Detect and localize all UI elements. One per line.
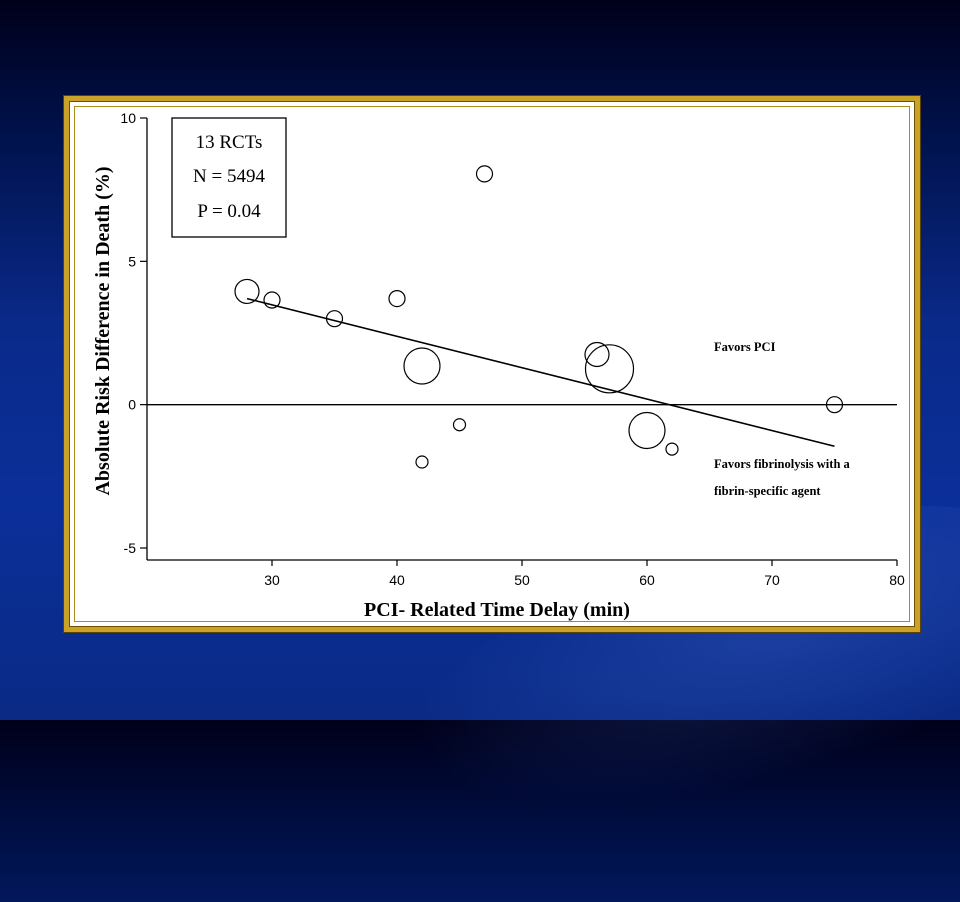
regression-line	[246, 297, 835, 448]
stats-box: 13 RCTs N = 5494 P = 0.04	[171, 117, 287, 238]
data-point	[388, 290, 406, 308]
regression-line-segment	[246, 297, 835, 448]
stats-p: P = 0.04	[197, 201, 261, 222]
data-points	[234, 165, 844, 469]
stats-trials: 13 RCTs	[196, 132, 263, 153]
scatter-chart: -5 0 5 10 30 40 50 60 70 80 13 RCTs N = 5494 P = …	[92, 110, 905, 621]
data-point	[584, 341, 610, 368]
annotation-favors-fibrinolysis-line1: Favors fibrinolysis with a	[714, 457, 851, 471]
ticks: -5 0 5 10 30 40 50 60 70 80	[120, 110, 905, 588]
data-point	[234, 278, 260, 305]
data-point	[263, 291, 281, 309]
x-tick-label: 80	[889, 572, 905, 588]
data-point	[415, 455, 429, 469]
y-tick-label: -5	[124, 540, 137, 556]
data-point	[403, 347, 441, 385]
stats-box-border	[171, 117, 287, 238]
annotation-favors-fibrinolysis-line2: fibrin-specific agent	[714, 484, 821, 498]
stats-n: N = 5494	[193, 166, 265, 187]
data-point	[452, 418, 467, 432]
y-tick-label: 5	[128, 253, 136, 269]
y-axis-title: Absolute Risk Difference in Death (%)	[92, 166, 114, 495]
y-tick-label: 0	[128, 397, 136, 413]
annotation-favors-pci: Favors PCI	[714, 340, 776, 354]
data-point	[628, 411, 666, 450]
data-point	[584, 344, 635, 394]
data-point	[665, 442, 679, 456]
x-tick-label: 60	[639, 572, 655, 588]
data-point	[825, 396, 844, 414]
x-tick-label: 40	[389, 572, 405, 588]
x-axis-title: PCI- Related Time Delay (min)	[364, 599, 630, 621]
y-tick-label: 10	[120, 110, 136, 126]
data-point	[475, 165, 494, 183]
x-tick-label: 70	[764, 572, 780, 588]
x-tick-label: 30	[264, 572, 280, 588]
x-tick-label: 50	[514, 572, 530, 588]
